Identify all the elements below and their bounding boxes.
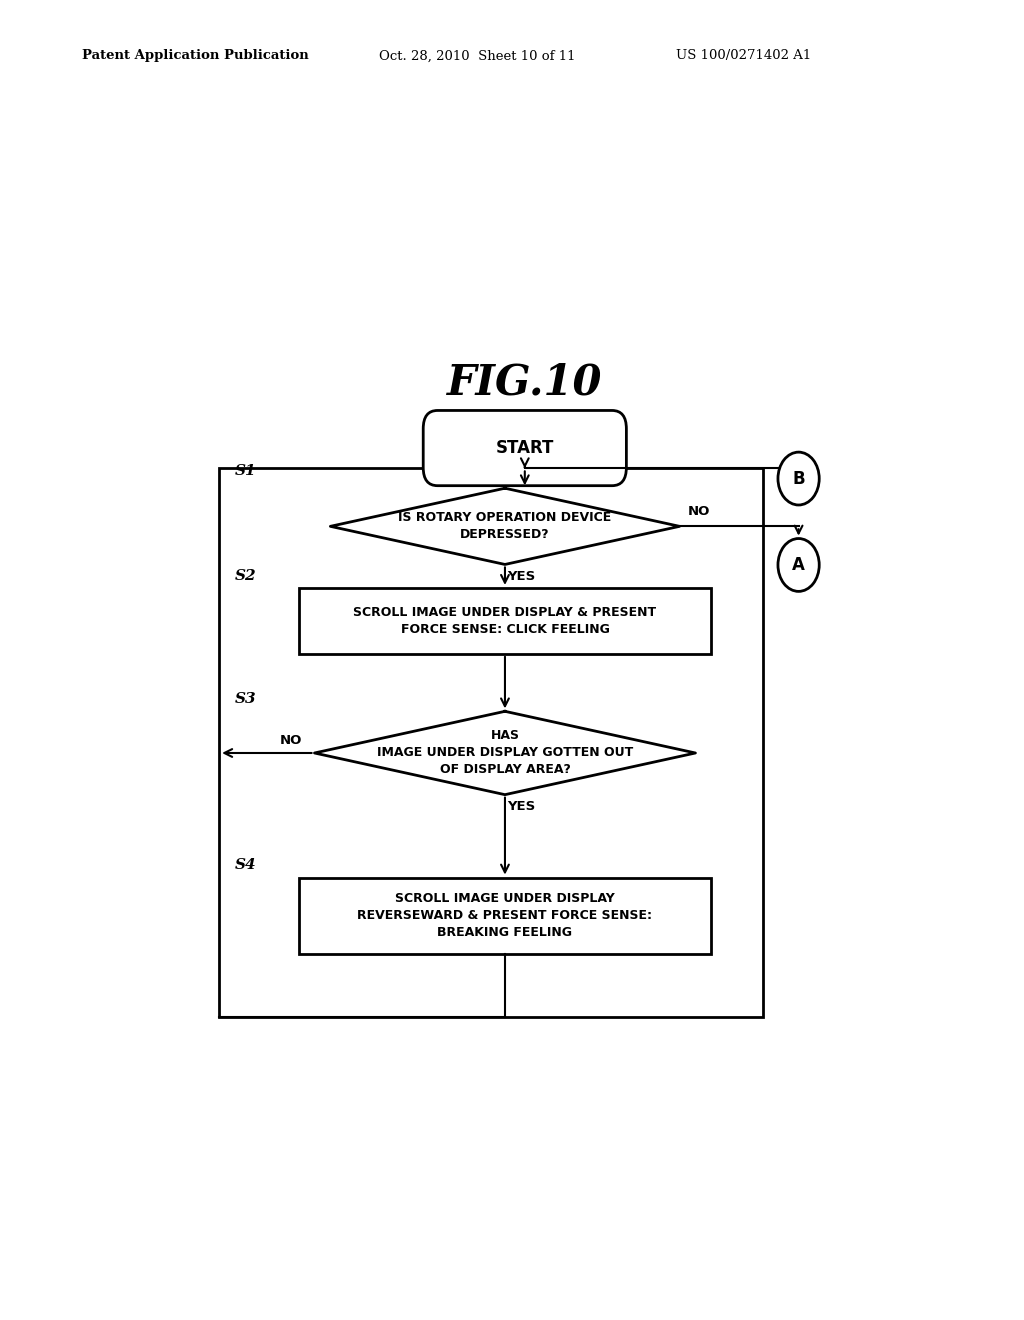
Text: NO: NO [281, 734, 303, 747]
Text: S4: S4 [236, 858, 257, 873]
Text: SCROLL IMAGE UNDER DISPLAY
REVERSEWARD & PRESENT FORCE SENSE:
BREAKING FEELING: SCROLL IMAGE UNDER DISPLAY REVERSEWARD &… [357, 892, 652, 939]
FancyBboxPatch shape [423, 411, 627, 486]
Text: US 100/0271402 A1: US 100/0271402 A1 [676, 49, 811, 62]
Text: Patent Application Publication: Patent Application Publication [82, 49, 308, 62]
Text: S3: S3 [236, 692, 257, 706]
Bar [219, 469, 763, 1018]
Text: FIG.10: FIG.10 [447, 360, 602, 403]
Text: YES: YES [507, 569, 535, 582]
Text: HAS
IMAGE UNDER DISPLAY GOTTEN OUT
OF DISPLAY AREA?: HAS IMAGE UNDER DISPLAY GOTTEN OUT OF DI… [377, 730, 633, 776]
Text: YES: YES [507, 800, 535, 813]
Text: S2: S2 [236, 569, 257, 582]
Bar [299, 878, 712, 954]
Text: A: A [793, 556, 805, 574]
Text: SCROLL IMAGE UNDER DISPLAY & PRESENT
FORCE SENSE: CLICK FEELING: SCROLL IMAGE UNDER DISPLAY & PRESENT FOR… [353, 606, 656, 636]
Text: S1: S1 [236, 465, 257, 478]
Text: B: B [793, 470, 805, 487]
Text: NO: NO [687, 504, 710, 517]
Circle shape [778, 539, 819, 591]
Circle shape [778, 453, 819, 506]
Text: START: START [496, 440, 554, 457]
Text: Oct. 28, 2010  Sheet 10 of 11: Oct. 28, 2010 Sheet 10 of 11 [379, 49, 575, 62]
Bar [299, 587, 712, 653]
Text: IS ROTARY OPERATION DEVICE
DEPRESSED?: IS ROTARY OPERATION DEVICE DEPRESSED? [398, 511, 611, 541]
